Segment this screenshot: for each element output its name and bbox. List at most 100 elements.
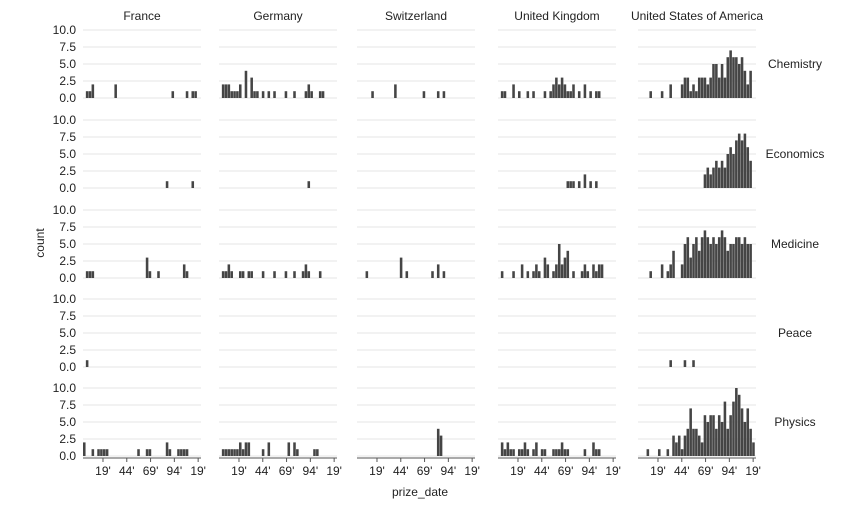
histogram-bar (540, 449, 544, 456)
histogram-bar (692, 84, 695, 98)
x-tick-label: 19' (95, 464, 111, 478)
histogram-bar (500, 271, 504, 278)
histogram-bar (709, 415, 712, 456)
histogram-bar (165, 181, 169, 188)
histogram-bar (557, 449, 561, 456)
histogram-bar (683, 244, 687, 278)
histogram-bar (746, 84, 750, 98)
histogram-bar (709, 77, 712, 98)
histogram-bar (555, 449, 558, 456)
histogram-bar (91, 449, 95, 456)
histogram-bar (267, 91, 271, 98)
histogram-bar (194, 91, 197, 98)
y-tick-label: 5.0 (59, 147, 76, 161)
histogram-bar (592, 264, 595, 278)
histogram-bar (535, 264, 538, 278)
histogram-bar (723, 77, 727, 98)
histogram-bar (680, 264, 684, 278)
histogram-bar (552, 84, 555, 98)
histogram-bar (537, 271, 541, 278)
histogram-bar (723, 167, 727, 188)
histogram-bar (88, 271, 92, 278)
histogram-bar (735, 140, 738, 188)
histogram-bar (572, 271, 575, 278)
histogram-bar (191, 91, 195, 98)
histogram-bar (597, 264, 601, 278)
histogram-bar (717, 415, 721, 456)
histogram-bar (712, 237, 715, 278)
x-tick-label: 69' (417, 464, 433, 478)
histogram-bar (743, 70, 747, 98)
histogram-bar (253, 91, 256, 98)
histogram-bar (532, 271, 535, 278)
histogram-bar (669, 84, 672, 98)
histogram-bar (236, 449, 239, 456)
histogram-bar (737, 237, 741, 278)
x-tick-label: 19' (190, 464, 206, 478)
y-tick-label: 10.0 (53, 23, 77, 37)
histogram-bar (732, 401, 735, 456)
histogram-bar (749, 428, 752, 456)
histogram-bar (689, 408, 692, 456)
histogram-bar (723, 237, 727, 278)
histogram-bar (595, 181, 598, 188)
histogram-bar (577, 181, 581, 188)
histogram-bar (250, 77, 253, 98)
x-tick-label: 69' (143, 464, 159, 478)
histogram-bar (743, 133, 747, 188)
histogram-bar (500, 442, 504, 456)
histogram-bar (720, 64, 724, 98)
histogram-bar (273, 271, 276, 278)
histogram-bar (85, 360, 89, 367)
histogram-bar (717, 237, 721, 278)
column-header-1: Germany (253, 9, 302, 23)
column-header-4: United States of America (631, 9, 763, 23)
histogram-bar (261, 271, 265, 278)
histogram-bar (517, 449, 521, 456)
histogram-bar (512, 84, 515, 98)
histogram-bar (247, 271, 251, 278)
histogram-bar (221, 449, 225, 456)
histogram-bar (422, 91, 426, 98)
histogram-bar (700, 237, 704, 278)
histogram-bar (100, 449, 103, 456)
histogram-bar (316, 449, 319, 456)
histogram-bar (677, 435, 681, 456)
histogram-bar (729, 147, 732, 188)
histogram-bar (304, 91, 308, 98)
histogram-bar (560, 264, 564, 278)
histogram-bar (649, 271, 652, 278)
histogram-bar (543, 257, 547, 278)
column-header-2: Switzerland (385, 9, 447, 23)
histogram-bar (657, 449, 661, 456)
histogram-bar (555, 77, 558, 98)
histogram-bar (560, 442, 564, 456)
histogram-bar (273, 91, 276, 98)
histogram-bar (675, 442, 678, 456)
y-tick-label: 10.0 (53, 203, 77, 217)
histogram-bar (546, 264, 550, 278)
histogram-bar (399, 257, 403, 278)
histogram-bar (238, 442, 242, 456)
row-label-4: Physics (774, 415, 815, 429)
histogram-bar (241, 271, 245, 278)
y-tick-label: 10.0 (53, 113, 77, 127)
column-header-0: France (123, 9, 161, 23)
histogram-bar (735, 388, 738, 456)
y-tick-label: 0.0 (59, 91, 76, 105)
histogram-bar (307, 271, 311, 278)
histogram-bar (365, 271, 369, 278)
histogram-bar (706, 167, 710, 188)
histogram-bar (284, 91, 288, 98)
histogram-bar (740, 244, 744, 278)
histogram-bar (105, 449, 109, 456)
histogram-bar (740, 140, 744, 188)
x-tick-label: 19' (231, 464, 247, 478)
histogram-bar (695, 428, 698, 456)
histogram-bar (503, 91, 507, 98)
x-tick-label: 44' (393, 464, 409, 478)
histogram-bar (284, 271, 288, 278)
histogram-bar (500, 91, 504, 98)
histogram-bar (726, 57, 730, 98)
